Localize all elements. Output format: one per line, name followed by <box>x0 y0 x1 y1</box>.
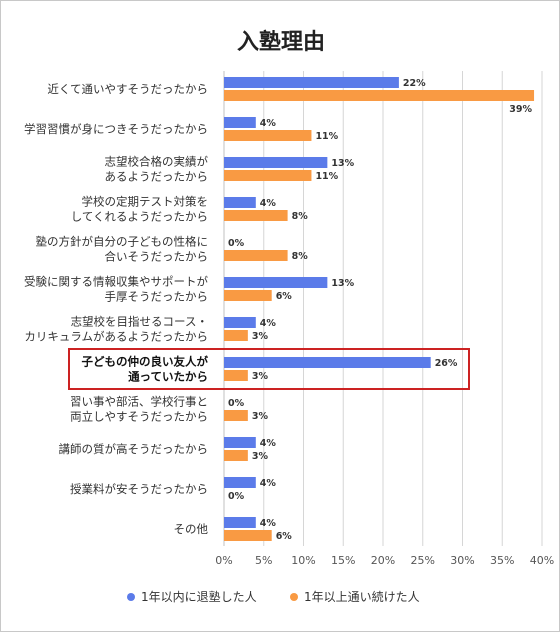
data-label: 4% <box>260 438 277 449</box>
bar-series2 <box>224 450 248 461</box>
category-label: 合いそうだったから <box>105 250 209 264</box>
grid-lines <box>223 71 543 546</box>
x-tick-label: 25% <box>411 554 435 567</box>
category-label: その他 <box>174 522 209 536</box>
category-label: 志望校を目指せるコース・ <box>71 315 208 329</box>
data-label: 13% <box>331 278 354 289</box>
bar-series2 <box>224 210 288 221</box>
category-label: 手厚そうだったから <box>105 290 209 304</box>
data-label: 39% <box>509 104 532 115</box>
bar-series1 <box>224 517 256 528</box>
bar-series1 <box>224 317 256 328</box>
data-label: 0% <box>228 491 245 502</box>
data-label: 3% <box>252 411 269 422</box>
bars: 22% 39% 4% 11% 13% 11% 4% 8% 0% 8% 13% 6% 4% 3% 26% 3% 0… <box>224 77 535 542</box>
data-label: 3% <box>252 331 269 342</box>
data-label: 13% <box>331 158 354 169</box>
data-label: 6% <box>276 291 293 302</box>
legend-marker <box>127 593 135 601</box>
category-label: 塾の方針が自分の子どもの性格に <box>36 235 209 249</box>
bar-series2 <box>224 90 535 101</box>
category-labels: 近くて通いやすそうだったから学習習慣が身につきそうだったから志望校合格の実績があ… <box>24 82 470 536</box>
highlight-box <box>68 348 470 390</box>
category-label: あるようだったから <box>105 170 209 184</box>
category-label: 志望校合格の実績が <box>105 155 209 169</box>
category-label: 学習習慣が身につきそうだったから <box>24 122 208 136</box>
legend-label: 1年以内に退塾した人 <box>141 589 257 604</box>
x-tick-label: 30% <box>450 554 474 567</box>
x-tick-label: 0% <box>215 554 232 567</box>
data-label: 0% <box>228 238 245 249</box>
legend-label: 1年以上通い続けた人 <box>304 590 420 604</box>
data-label: 4% <box>260 518 277 529</box>
data-label: 8% <box>292 211 309 222</box>
bar-series1 <box>224 277 328 288</box>
category-label: 子どもの仲の良い友人が <box>82 355 209 369</box>
bar-series1 <box>224 437 256 448</box>
chart-title: 入塾理由 <box>237 29 325 55</box>
category-label: 両立しやすそうだったから <box>70 410 208 424</box>
bar-series2 <box>224 250 288 261</box>
bar-series2 <box>224 170 312 181</box>
x-tick-label: 10% <box>291 554 315 567</box>
category-label: してくれるようだったから <box>71 210 208 224</box>
x-tick-label: 15% <box>331 554 355 567</box>
category-label: 近くて通いやすそうだったから <box>47 82 208 96</box>
data-label: 4% <box>260 478 277 489</box>
data-label: 11% <box>315 131 338 142</box>
legend: 1年以内に退塾した人 1年以上通い続けた人 <box>127 589 420 604</box>
x-tick-label: 40% <box>530 554 554 567</box>
data-label: 22% <box>403 78 426 89</box>
category-label: 受験に関する情報収集やサポートが <box>24 275 208 289</box>
data-label: 8% <box>292 251 309 262</box>
category-label: 学校の定期テスト対策を <box>82 195 209 209</box>
bar-series2 <box>224 410 248 421</box>
bar-series1 <box>224 117 256 128</box>
x-axis-ticks: 0% 5% 10% 15% 20% 25% 30% 35% 40% <box>215 554 554 567</box>
legend-marker <box>290 593 298 601</box>
bar-series1 <box>224 157 328 168</box>
data-label: 0% <box>228 398 245 409</box>
bar-series1 <box>224 477 256 488</box>
bar-series1 <box>224 357 431 368</box>
bar-series2 <box>224 330 248 341</box>
data-label: 4% <box>260 318 277 329</box>
bar-series1 <box>224 77 399 88</box>
x-tick-label: 20% <box>371 554 395 567</box>
bar-series2 <box>224 130 312 141</box>
x-tick-label: 5% <box>255 554 272 567</box>
bar-series1 <box>224 197 256 208</box>
category-label: 習い事や部活、学校行事と <box>70 395 208 409</box>
data-label: 3% <box>252 371 269 382</box>
data-label: 3% <box>252 451 269 462</box>
data-label: 6% <box>276 531 293 542</box>
data-label: 11% <box>315 171 338 182</box>
x-tick-label: 35% <box>490 554 514 567</box>
bar-series2 <box>224 370 248 381</box>
category-label: カリキュラムがあるようだったから <box>24 330 208 344</box>
data-label: 4% <box>260 198 277 209</box>
category-label: 講師の質が高そうだったから <box>59 442 209 456</box>
data-label: 26% <box>435 358 458 369</box>
category-label: 授業料が安そうだったから <box>70 482 208 496</box>
bar-series2 <box>224 290 272 301</box>
data-label: 4% <box>260 118 277 129</box>
category-label: 通っていたから <box>128 370 208 384</box>
bar-series2 <box>224 530 272 541</box>
